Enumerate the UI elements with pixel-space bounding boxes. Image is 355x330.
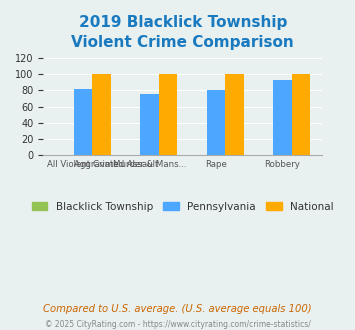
Bar	[74, 89, 92, 155]
Text: Compared to U.S. average. (U.S. average equals 100): Compared to U.S. average. (U.S. average …	[43, 304, 312, 314]
Bar	[140, 94, 159, 155]
Bar	[159, 74, 178, 155]
Text: © 2025 CityRating.com - https://www.cityrating.com/crime-statistics/: © 2025 CityRating.com - https://www.city…	[45, 319, 310, 329]
Title: 2019 Blacklick Township
Violent Crime Comparison: 2019 Blacklick Township Violent Crime Co…	[71, 15, 294, 50]
Bar	[292, 74, 310, 155]
Legend: Blacklick Township, Pennsylvania, National: Blacklick Township, Pennsylvania, Nation…	[27, 198, 338, 216]
Bar	[273, 80, 292, 155]
Bar	[225, 74, 244, 155]
Bar	[92, 74, 111, 155]
Bar	[207, 90, 225, 155]
